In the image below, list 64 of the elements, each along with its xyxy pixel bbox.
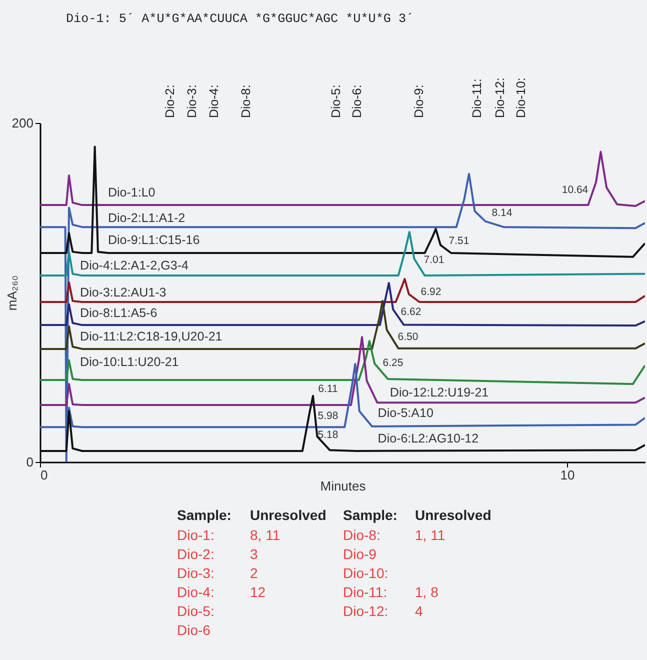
text: Dio-8:	[239, 84, 253, 118]
y-axis-title: mA₂₆₀	[4, 275, 20, 311]
text: 3	[250, 546, 258, 562]
annotation: 10.64	[562, 184, 588, 196]
text: 2	[250, 565, 258, 581]
text: 8, 11	[250, 527, 280, 543]
text: Dio-10:	[514, 78, 528, 118]
text: Unresolved	[250, 507, 326, 523]
text: Dio-1: 5´ A*U*G*AA*CUUCA *G*GGUC*AGC *U*U*G 3´	[66, 12, 414, 26]
text: Dio-3:	[185, 84, 199, 118]
series-label: Dio-8:L1:A5-6	[80, 306, 158, 320]
text: Dio-6:	[350, 84, 364, 118]
text: Unresolved	[415, 507, 492, 523]
annotation: 8.14	[492, 207, 512, 219]
text: Dio-4:	[177, 584, 214, 600]
text: Sample:	[343, 507, 398, 523]
text: Dio-1:	[177, 527, 214, 543]
annotation: 5.18	[318, 429, 338, 441]
annotation: 7.51	[448, 235, 470, 247]
series-label: Dio-3:L2:AU1-3	[80, 286, 166, 300]
y-tick-label: 200	[12, 116, 34, 130]
text: 1, 8	[415, 584, 439, 600]
text: Dio-5:	[177, 603, 214, 619]
text: 1, 11	[415, 527, 446, 543]
line-series	[40, 230, 645, 277]
text: Dio-11:	[470, 78, 484, 118]
text: Dio-9:	[412, 84, 426, 118]
text: Dio-11:	[343, 584, 388, 600]
text: Dio-9	[343, 546, 377, 562]
x-axis-title: Minutes	[320, 478, 366, 494]
text: Dio-2:	[177, 546, 214, 562]
series-label: Dio-6:L2:AG10-12	[378, 431, 479, 446]
series-label: Dio-11:L2:C18-19,U20-21	[80, 330, 222, 344]
text: Dio-10:	[343, 565, 388, 581]
line-series	[40, 282, 645, 327]
text: Dio-12:	[493, 78, 507, 118]
series-label: Dio-9:L1:C15-16	[108, 232, 200, 247]
x-tick-label: 10	[560, 468, 575, 482]
series-label: Dio-2:L1:A1-2	[108, 210, 186, 225]
text: Dio-3:	[177, 565, 214, 581]
series-label: Dio-10:L1:U20-21	[80, 354, 179, 369]
line-series	[40, 278, 645, 303]
line-series	[40, 300, 645, 350]
series-label: Dio-5:A10	[378, 406, 434, 420]
series-label: Dio-12:L2:U19-21	[390, 386, 489, 400]
text: Dio-5:	[329, 84, 343, 118]
series-label: Dio-1:L0	[108, 185, 156, 200]
text: Dio-12:	[343, 603, 388, 619]
text: Dio-8:	[343, 527, 380, 543]
text: 12	[250, 584, 266, 600]
line-series	[40, 150, 645, 208]
annotation: 7.01	[424, 254, 444, 266]
annotation: 6.92	[420, 286, 442, 298]
annotation: 6.11	[318, 383, 338, 395]
annotation: 6.25	[382, 357, 404, 369]
text: 4	[415, 603, 423, 619]
annotation: 5.98	[318, 410, 338, 422]
text: Sample:	[177, 507, 232, 523]
text: Dio-4:	[207, 84, 221, 118]
series-label: Dio-4:L2:A1-2,G3-4	[80, 258, 188, 272]
annotation: 6.50	[398, 331, 418, 343]
annotation: 6.62	[400, 306, 422, 318]
text: Dio-6	[177, 622, 211, 638]
text: Dio-2:	[163, 84, 177, 118]
